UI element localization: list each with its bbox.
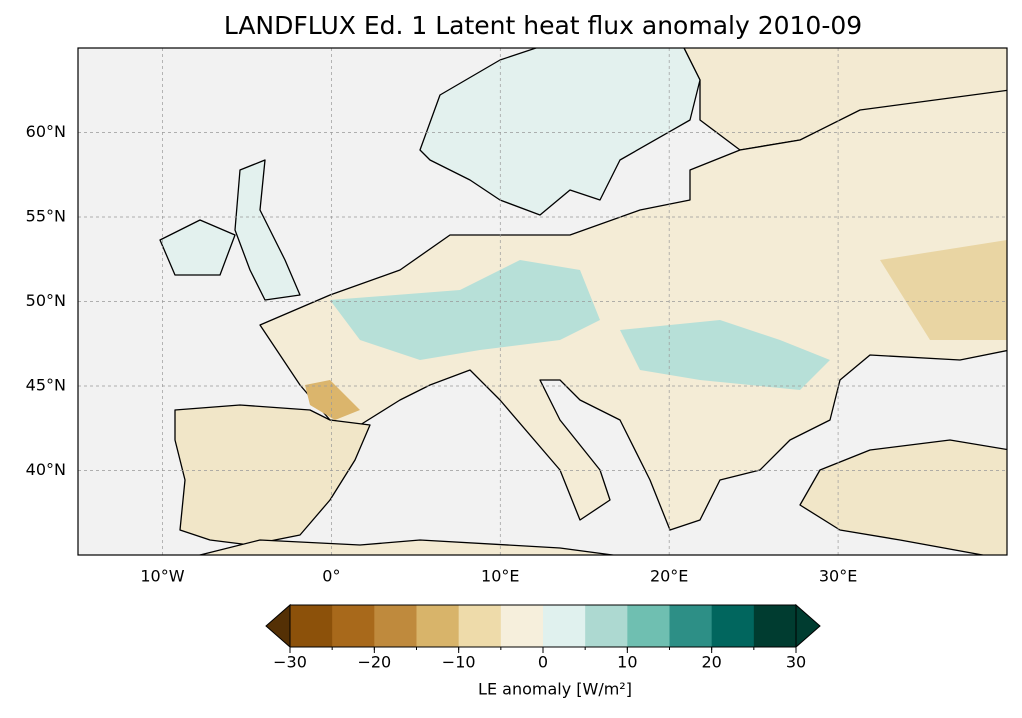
- anomaly-patch: [305, 380, 360, 420]
- map-title: LANDFLUX Ed. 1 Latent heat flux anomaly …: [224, 11, 862, 40]
- north-africa: [197, 539, 618, 555]
- anomaly-patch: [330, 260, 600, 360]
- colorbar-bin: [585, 605, 628, 647]
- iberia: [174, 404, 371, 546]
- colorbar-bin: [711, 605, 755, 647]
- map-frame: [77, 47, 1008, 556]
- colorbar-bin: [458, 605, 502, 647]
- y-tick-label: 45°N: [26, 376, 66, 395]
- continent: [259, 89, 1007, 531]
- colorbar-bin: [669, 605, 713, 647]
- colorbar-bin: [332, 605, 375, 647]
- colorbar-bin: [543, 605, 586, 647]
- colorbar-tick-label: −20: [357, 653, 391, 672]
- anomaly-patch: [880, 240, 1007, 340]
- colorbar-bin: [500, 605, 544, 647]
- anomaly-patch: [620, 320, 830, 390]
- y-tick-label: 40°N: [26, 460, 66, 479]
- y-tick-label: 60°N: [26, 122, 66, 141]
- anatolia: [799, 439, 1007, 555]
- ireland: [159, 219, 236, 276]
- colorbar-tick-label: −10: [442, 653, 476, 672]
- colorbar-tick-label: 30: [786, 653, 806, 672]
- x-tick-label: 20°E: [650, 567, 688, 586]
- scandinavia: [419, 48, 701, 216]
- x-tick-label: 0°: [322, 567, 340, 586]
- colorbar-tick-label: 20: [701, 653, 721, 672]
- colorbar-bin: [290, 605, 333, 647]
- colorbar-bin: [627, 605, 670, 647]
- x-tick-label: 30°E: [819, 567, 857, 586]
- y-tick-label: 50°N: [26, 291, 66, 310]
- colorbar-bin: [374, 605, 417, 647]
- colorbar-extend-high: [795, 603, 821, 649]
- colorbar-tick-label: 0: [538, 653, 548, 672]
- colorbar-bin: [416, 605, 460, 647]
- colorbar-extend-low: [265, 603, 291, 649]
- map-area: [78, 48, 1007, 555]
- y-tick-label: 55°N: [26, 207, 66, 226]
- x-tick-label: 10°E: [481, 567, 519, 586]
- x-tick-label: 10°W: [140, 567, 184, 586]
- graticule: [78, 48, 1007, 555]
- colorbar-bin: [753, 605, 797, 647]
- britain: [234, 159, 301, 301]
- colorbar-label: LE anomaly [W/m²]: [478, 680, 632, 699]
- colorbar-tick-label: 10: [617, 653, 637, 672]
- colorbar-tick-label: −30: [273, 653, 307, 672]
